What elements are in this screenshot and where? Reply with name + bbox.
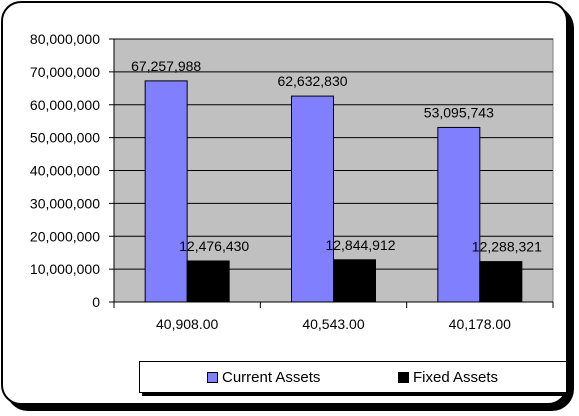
- x-tick-label: 40,178.00: [449, 316, 511, 332]
- legend-label-current-assets: Current Assets: [222, 369, 321, 386]
- legend-swatch-current-assets: [207, 372, 218, 383]
- y-tick-label: 70,000,000: [30, 64, 100, 80]
- bar-current-assets: [144, 80, 188, 303]
- bar-fixed-assets: [186, 260, 230, 303]
- bar-fixed-assets: [333, 259, 376, 303]
- data-label-current-assets: 62,632,830: [277, 73, 347, 89]
- y-tick-label: 80,000,000: [30, 31, 100, 47]
- y-tick-label: 40,000,000: [30, 163, 100, 179]
- legend-item-current-assets: Current Assets: [207, 369, 320, 386]
- data-label-fixed-assets: 12,844,912: [325, 237, 395, 253]
- data-label-current-assets: 67,257,988: [131, 58, 201, 74]
- y-tick-label: 10,000,000: [30, 261, 100, 277]
- y-tick-label: 50,000,000: [30, 130, 100, 146]
- data-label-fixed-assets: 12,288,321: [472, 239, 542, 255]
- x-tick-label: 40,908.00: [156, 316, 218, 332]
- legend-swatch-fixed-assets: [398, 372, 409, 383]
- legend: Current Assets Fixed Assets: [139, 361, 567, 393]
- y-tick-label: 60,000,000: [30, 97, 100, 113]
- data-label-fixed-assets: 12,476,430: [179, 238, 249, 254]
- bar-current-assets: [291, 95, 334, 303]
- data-label-current-assets: 53,095,743: [424, 104, 494, 120]
- legend-item-fixed-assets: Fixed Assets: [398, 369, 498, 386]
- legend-label-fixed-assets: Fixed Assets: [413, 369, 499, 386]
- y-tick-label: 30,000,000: [30, 195, 100, 211]
- y-tick-label: 0: [92, 294, 100, 310]
- x-tick-label: 40,543.00: [302, 316, 364, 332]
- y-tick-label: 20,000,000: [30, 228, 100, 244]
- bar-fixed-assets: [479, 261, 523, 303]
- bar-current-assets: [437, 126, 481, 303]
